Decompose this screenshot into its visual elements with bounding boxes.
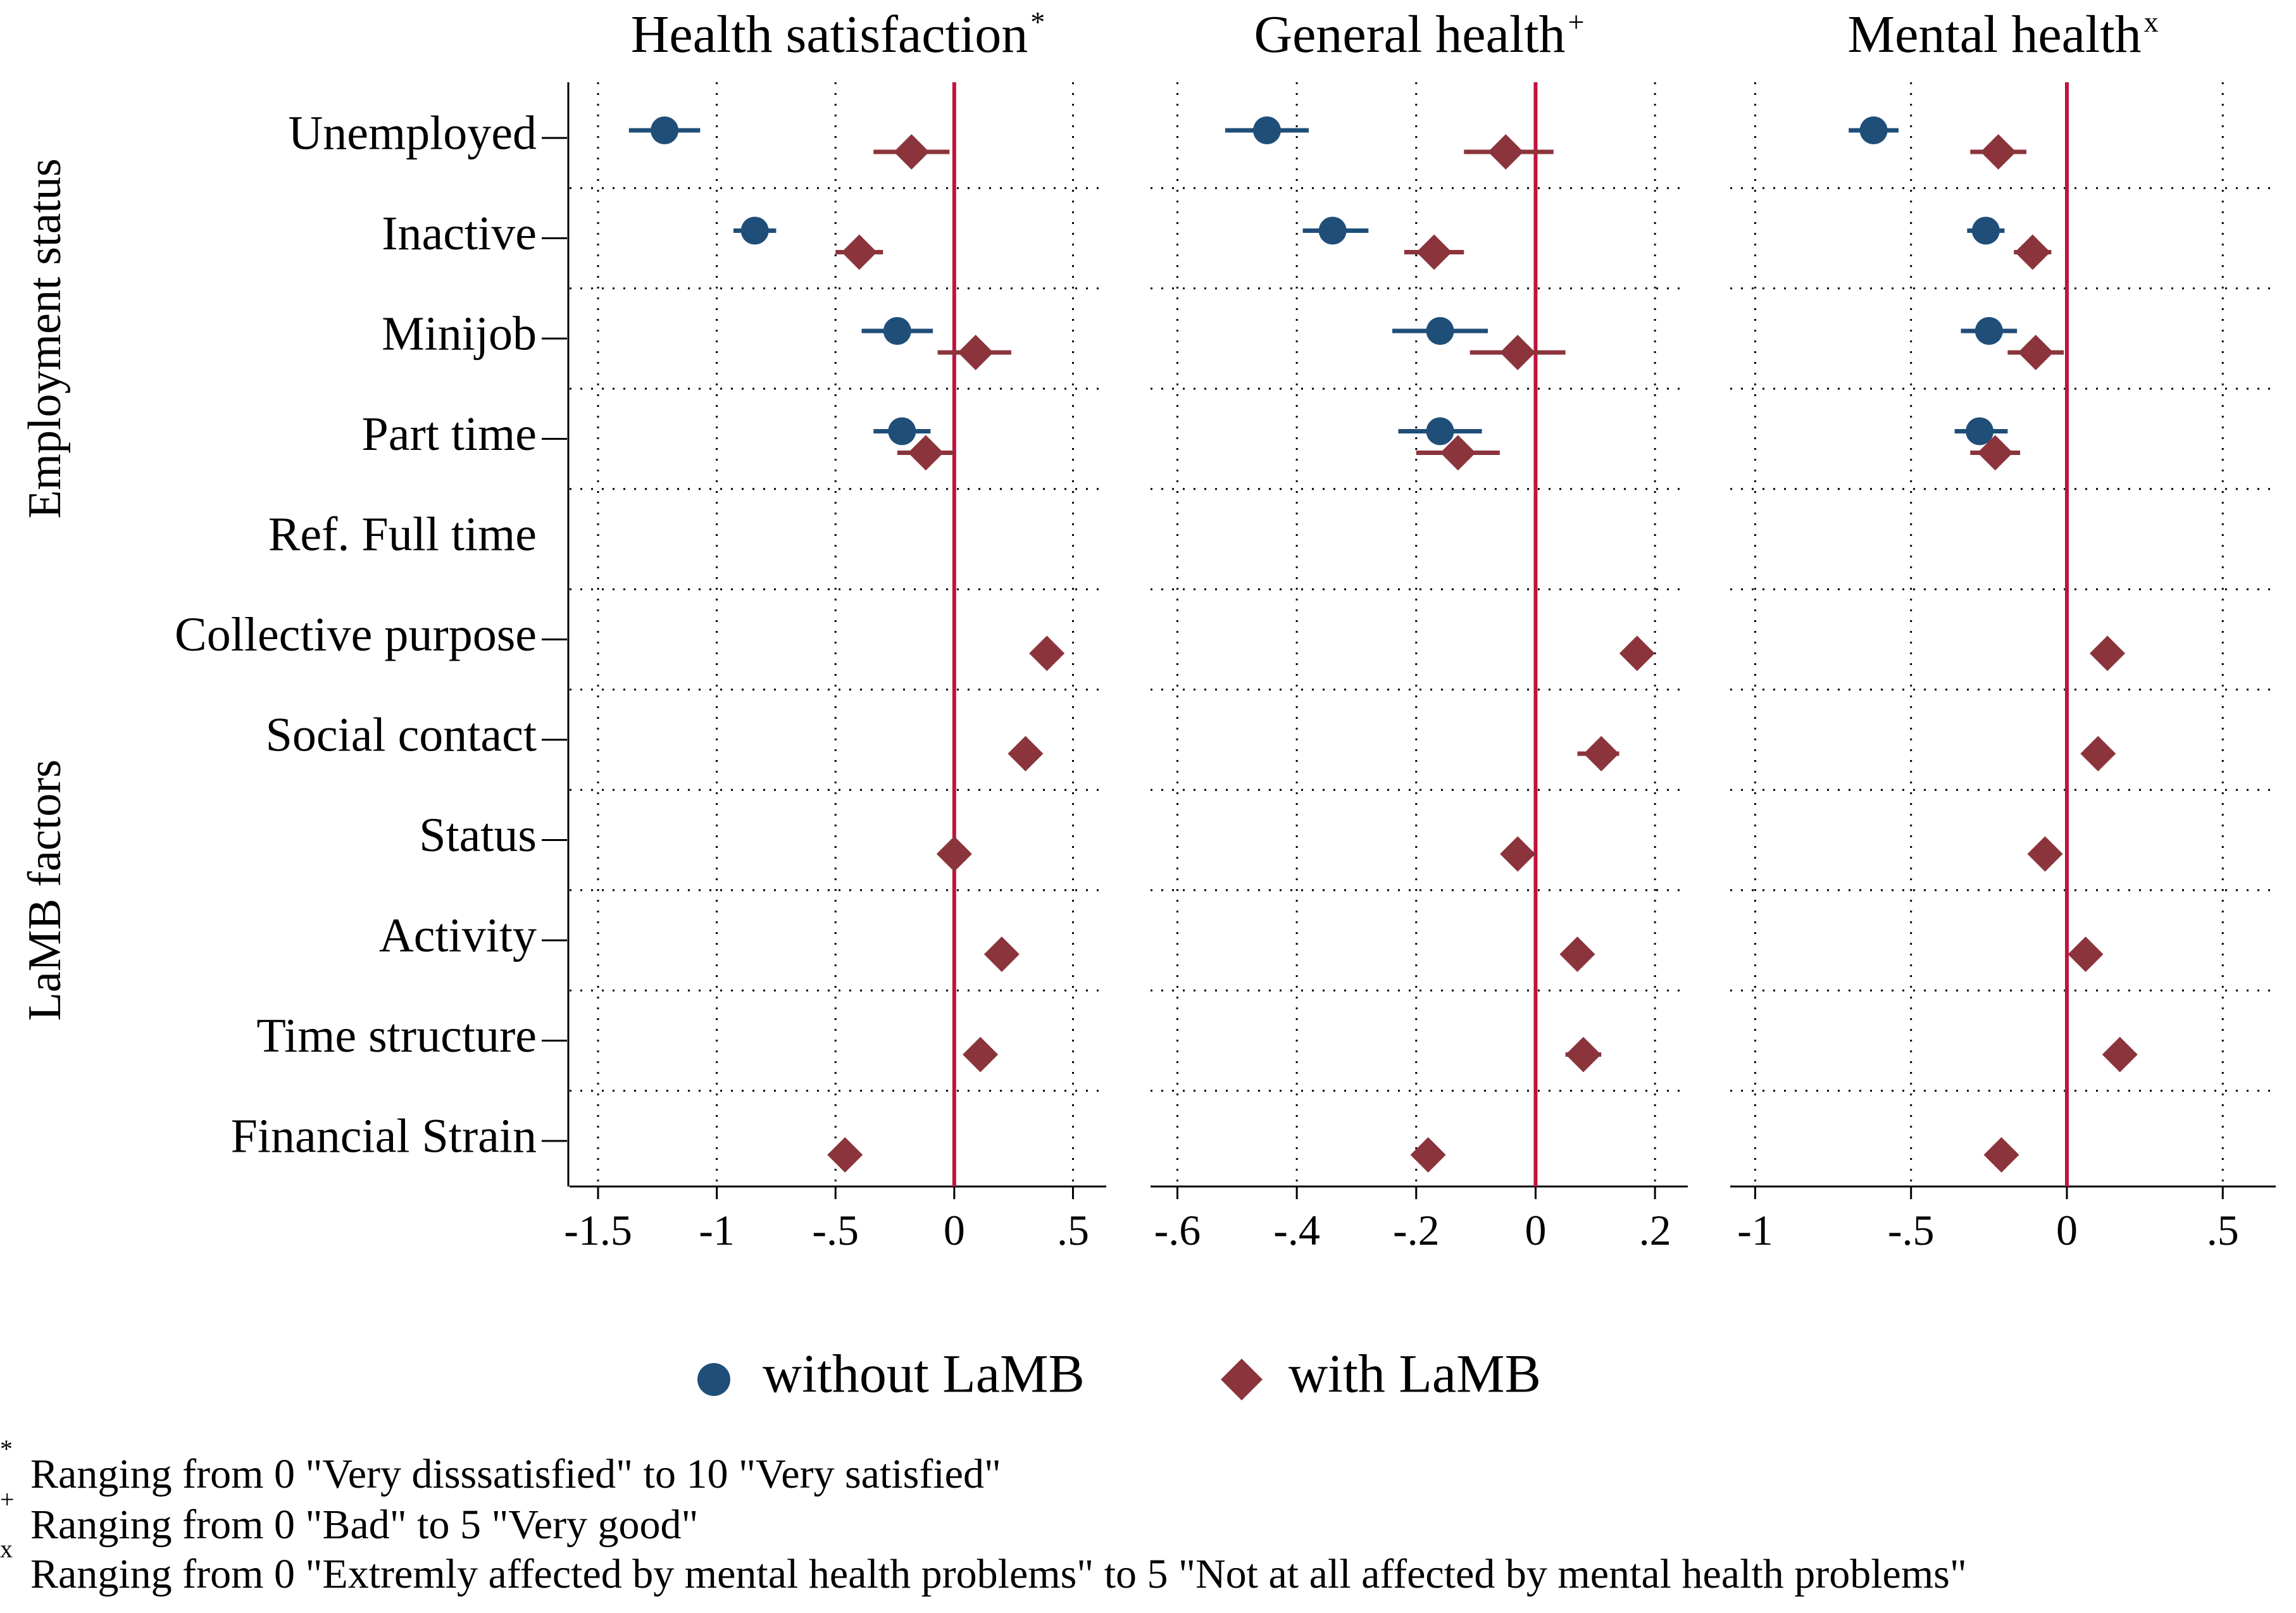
panel-mental-health-without-lamb-unemployed-marker: [1859, 116, 1888, 144]
panel-general-health-without-lamb-inactive-marker: [1318, 216, 1347, 245]
footnote-text: Ranging from 0 "Very disssatisfied" to 1…: [30, 1451, 1001, 1497]
panel-health-satisfaction-with-lamb-financial-strain-marker: [827, 1137, 863, 1173]
footnote-text: Ranging from 0 "Extremly affected by men…: [30, 1551, 1967, 1597]
row-label-unemployed: Unemployed: [288, 106, 537, 159]
panel-mental-health-with-lamb-activity-marker: [2068, 937, 2104, 972]
panel-mental-health-with-lamb-inactive-marker: [2014, 234, 2050, 270]
panel-mental-health-with-lamb-status-marker: [2027, 836, 2063, 872]
row-label-social-contact: Social contact: [266, 708, 537, 761]
panel-health-satisfaction-with-lamb-minijob-marker: [958, 335, 994, 370]
panel-health-satisfaction-x-tick-label: -.5: [812, 1206, 859, 1254]
panel-mental-health-x-tick-label: 0: [2056, 1206, 2078, 1254]
panel-mental-health-x-tick-label: .5: [2207, 1206, 2239, 1254]
panel-health-satisfaction-with-lamb-time-structure-marker: [963, 1037, 999, 1073]
panel-mental-health-without-lamb-minijob-marker: [1975, 317, 2003, 345]
footnote-mark: x: [0, 1535, 13, 1563]
row-label-status: Status: [419, 809, 537, 862]
panel-mental-health-x-tick-label: -1: [1737, 1206, 1773, 1254]
panel-general-health-x-tick-label: -.6: [1154, 1206, 1201, 1254]
row-label-activity: Activity: [379, 909, 537, 962]
panel-general-health-with-lamb-time-structure-marker: [1565, 1037, 1601, 1073]
panel-general-health-with-lamb-collective-purpose-marker: [1619, 635, 1655, 671]
panel-health-satisfaction-with-lamb-collective-purpose-marker: [1029, 635, 1065, 671]
legend-without-lamb-label: without LaMB: [763, 1343, 1085, 1404]
panel-health-satisfaction-with-lamb-inactive-marker: [841, 234, 877, 270]
panel-general-health-with-lamb-part-time-marker: [1440, 435, 1476, 471]
panel-general-health-with-lamb-unemployed-marker: [1488, 134, 1524, 170]
legend-with-lamb-label: with LaMB: [1288, 1343, 1541, 1404]
panel-general-health-with-lamb-activity-marker: [1559, 937, 1595, 972]
panel-mental-health: Mental healthx -1 -.5 0 .5: [1730, 5, 2276, 1254]
panel-general-health-with-lamb-status-marker: [1500, 836, 1536, 872]
panel-health-satisfaction-without-lamb-part-time-marker: [888, 417, 916, 445]
row-label-part-time: Part time: [361, 408, 537, 461]
panel-general-health-x-tick-label: -.4: [1273, 1206, 1320, 1254]
row-label-minijob: Minijob: [382, 307, 537, 360]
row-label-time-structure: Time structure: [256, 1009, 537, 1062]
panel-health-satisfaction-with-lamb-part-time-marker: [908, 435, 944, 471]
group-label-lamb-factors: LaMB factors: [19, 759, 71, 1021]
panel-health-satisfaction-x-tick-label: .5: [1057, 1206, 1089, 1254]
legend: without LaMB with LaMB: [697, 1343, 1541, 1404]
panel-health-satisfaction-x-tick-label: -1.5: [564, 1206, 632, 1254]
panel-mental-health-with-lamb-part-time-marker: [1977, 435, 2013, 471]
legend-without-lamb-marker: [697, 1363, 730, 1396]
group-label-employment-status: Employment status: [19, 158, 71, 518]
panel-general-health-x-tick-label: .2: [1639, 1206, 1671, 1254]
panel-mental-health-x-tick-label: -.5: [1888, 1206, 1935, 1254]
panel-health-satisfaction-without-lamb-inactive-marker: [740, 216, 769, 245]
panel-general-health: General health+ -.6 -.4 -.2 0 .2: [1151, 5, 1688, 1254]
panel-general-health-title: General health+: [1254, 5, 1584, 64]
footnote-mark: *: [0, 1435, 13, 1463]
row-label-ref-full-time: Ref. Full time: [268, 508, 537, 561]
panel-mental-health-with-lamb-collective-purpose-marker: [2090, 635, 2126, 671]
panel-health-satisfaction-without-lamb-unemployed-marker: [651, 116, 679, 144]
panel-mental-health-with-lamb-financial-strain-marker: [1983, 1137, 2019, 1173]
legend-with-lamb-marker: [1221, 1359, 1263, 1400]
panel-health-satisfaction-with-lamb-unemployed-marker: [894, 134, 930, 170]
panel-mental-health-with-lamb-time-structure-marker: [2102, 1037, 2138, 1073]
panel-general-health-without-lamb-minijob-marker: [1426, 317, 1454, 345]
panel-health-satisfaction: Health satisfaction* -1.5 -1 -.5 0 .5: [564, 5, 1106, 1254]
panel-health-satisfaction-with-lamb-social-contact-marker: [1008, 736, 1044, 771]
panel-mental-health-without-lamb-part-time-marker: [1966, 417, 1994, 445]
panel-mental-health-with-lamb-minijob-marker: [2018, 335, 2054, 370]
panel-general-health-x-tick-label: -.2: [1393, 1206, 1440, 1254]
panel-health-satisfaction-title: Health satisfaction*: [631, 5, 1045, 64]
row-label-inactive: Inactive: [382, 207, 537, 260]
footnote-text: Ranging from 0 "Bad" to 5 "Very good": [30, 1502, 699, 1548]
panel-mental-health-with-lamb-social-contact-marker: [2080, 736, 2116, 771]
panel-general-health-x-tick-label: 0: [1525, 1206, 1546, 1254]
panel-general-health-with-lamb-minijob-marker: [1500, 335, 1536, 370]
footnote-mark: +: [0, 1485, 15, 1514]
panel-general-health-with-lamb-financial-strain-marker: [1410, 1137, 1446, 1173]
row-label-financial-strain: Financial Strain: [231, 1109, 537, 1162]
panel-health-satisfaction-x-tick-label: -1: [699, 1206, 735, 1254]
panel-health-satisfaction-without-lamb-minijob-marker: [883, 317, 911, 345]
panel-mental-health-title: Mental healthx: [1847, 5, 2158, 64]
panel-health-satisfaction-with-lamb-status-marker: [936, 836, 972, 872]
panel-health-satisfaction-with-lamb-activity-marker: [983, 937, 1020, 972]
panel-general-health-with-lamb-inactive-marker: [1416, 234, 1452, 270]
panel-general-health-without-lamb-part-time-marker: [1426, 417, 1454, 445]
panel-general-health-without-lamb-unemployed-marker: [1252, 116, 1281, 144]
panel-mental-health-with-lamb-unemployed-marker: [1980, 134, 2016, 170]
panel-health-satisfaction-x-tick-label: 0: [944, 1206, 965, 1254]
panel-mental-health-without-lamb-inactive-marker: [1971, 216, 2000, 245]
row-label-collective-purpose: Collective purpose: [175, 608, 537, 661]
panel-general-health-with-lamb-social-contact-marker: [1583, 736, 1619, 771]
